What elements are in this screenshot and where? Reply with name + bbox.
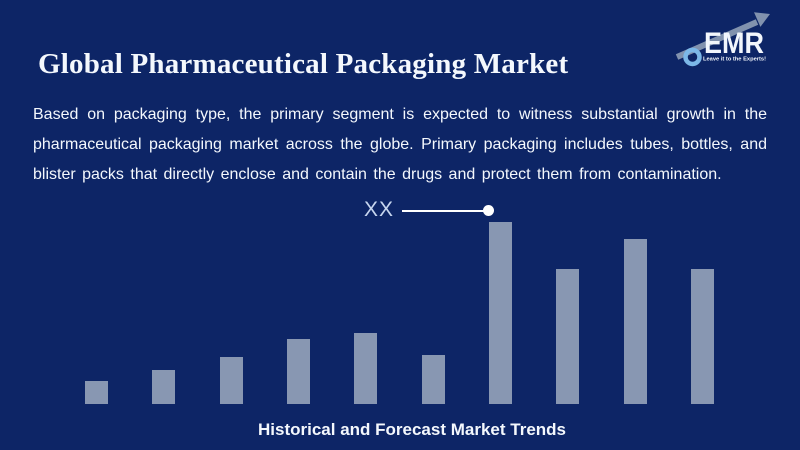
logo-ring-icon [683,47,702,67]
description-text: Based on packaging type, the primary seg… [33,106,767,183]
emr-logo: EMR Leave it to the Experts! [673,7,793,69]
chart-caption: Historical and Forecast Market Trends [258,420,566,439]
logo-text: EMR [704,27,764,60]
bar-9 [624,239,647,404]
emr-logo-graphic: EMR Leave it to the Experts! [675,12,770,67]
bar-7 [489,222,512,404]
annotation-leader-line [402,210,484,212]
logo-tagline: Leave it to the Experts! [703,57,766,63]
bar-chart [85,222,714,404]
bar-2 [152,370,175,404]
bar-5 [354,333,377,404]
page-title: Global Pharmaceutical Packaging Market [38,48,569,81]
bar-6 [422,355,445,404]
bar-10 [691,269,714,404]
value-annotation-label: XX [364,198,395,221]
bar-3 [220,357,243,404]
bar-4 [287,339,310,404]
bar-8 [556,269,579,404]
annotation-dot [483,205,494,216]
bar-1 [85,381,108,404]
